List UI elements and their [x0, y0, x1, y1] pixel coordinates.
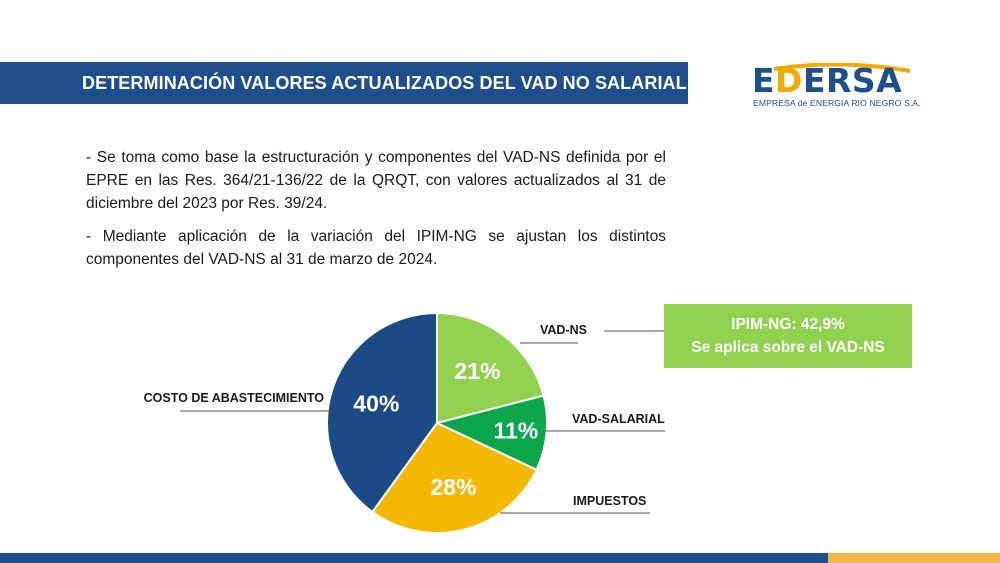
ipim-callout-box: IPIM-NG: 42,9% Se aplica sobre el VAD-NS: [664, 304, 912, 368]
pie-slice-vad-ns: [436, 311, 545, 425]
pie-slice-vad-salarial: [434, 394, 548, 472]
pie-value-label: 21%: [454, 358, 500, 384]
pie-category-labels: VAD-NS VAD-SALARIAL IMPUESTOS COSTO DE ABAS…: [144, 323, 666, 508]
bullet-item-1: - Se toma como base la estructuración y …: [86, 149, 666, 212]
pie-slice-costo-de-abastecimiento: [326, 311, 438, 514]
logo-arc-graphic: [773, 63, 911, 73]
title-bar: DETERMINACIÓN VALORES ACTUALIZADOS DEL V…: [0, 62, 688, 104]
pie-value-label: 11%: [493, 417, 538, 443]
pie-value-labels: 21% 11% 28% 40%: [353, 358, 538, 500]
bullet-item-2: - Mediante aplicación de la variación de…: [86, 228, 666, 268]
logo-letter-e: E: [752, 61, 776, 100]
pie-slices: [326, 311, 548, 534]
pie-category-label: IMPUESTOS: [573, 494, 646, 508]
pie-category-label: VAD-NS: [540, 323, 587, 337]
logo-letters-ersa: ERSA: [802, 61, 903, 100]
pie-slice-impuestos: [370, 421, 538, 534]
pie-value-label: 40%: [353, 390, 399, 416]
footer-bar-gold: [828, 553, 1000, 563]
footer-bar-blue: [0, 553, 828, 563]
pie-leader-lines: [180, 330, 665, 514]
company-logo: EDERSA EMPRESA de ENERGIA RIO NEGRO S.A.: [752, 63, 920, 111]
callout-line-1: IPIM-NG: 42,9%: [731, 316, 845, 333]
page-title: DETERMINACIÓN VALORES ACTUALIZADOS DEL V…: [82, 72, 687, 93]
logo-letter-d: D: [775, 61, 803, 100]
pie-value-label: 28%: [430, 474, 476, 500]
logo-subtitle: EMPRESA de ENERGIA RIO NEGRO S.A.: [753, 98, 921, 108]
bullet-list: - Se toma como base la estructuración y …: [86, 146, 666, 281]
pie-category-label: COSTO DE ABASTECIMIENTO: [144, 391, 325, 405]
logo-wordmark: EDERSA: [752, 63, 902, 99]
pie-category-label: VAD-SALARIAL: [572, 412, 665, 426]
callout-line-2: Se aplica sobre el VAD-NS: [691, 339, 885, 356]
